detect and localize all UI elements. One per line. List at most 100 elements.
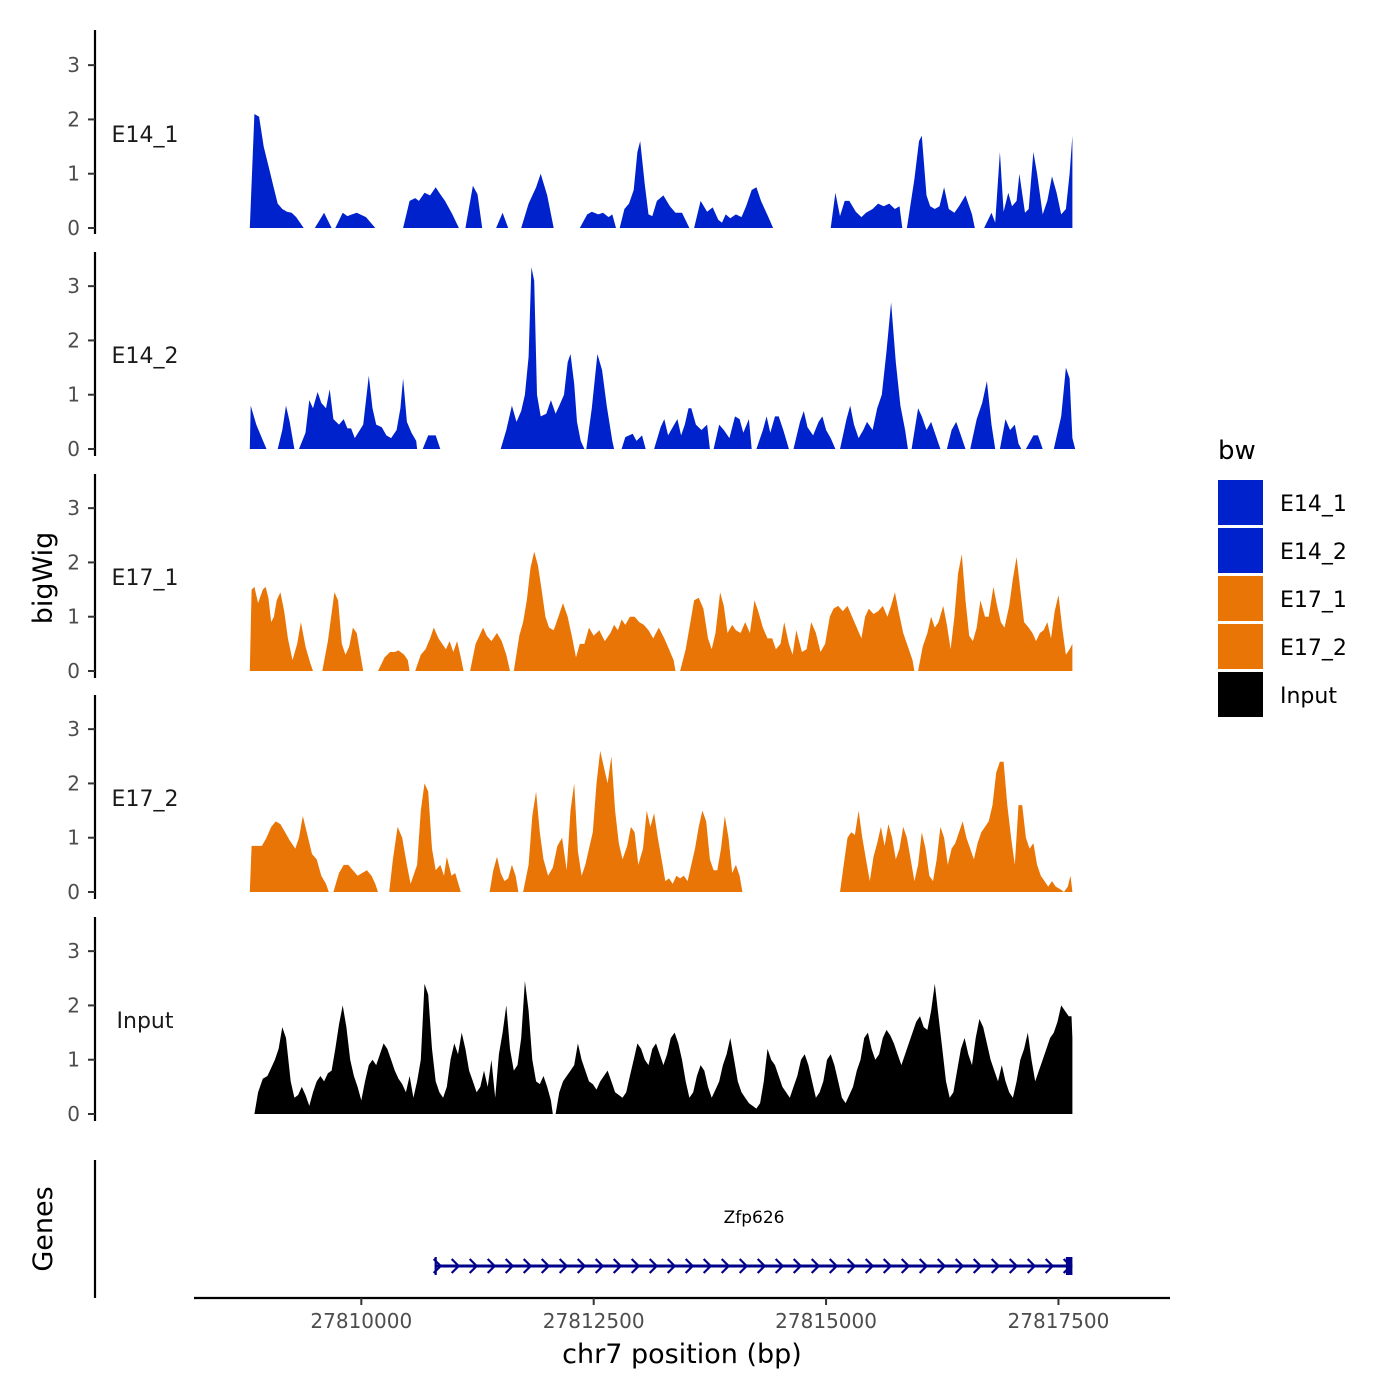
x-axis: 27810000 27812500 27815000 27817500 chr7 po…	[194, 1296, 1170, 1370]
y-tick-label: 1	[67, 826, 80, 850]
gene-strand-arrows	[432, 1257, 1073, 1275]
y-tick-label: 1	[67, 383, 80, 407]
strand-arrow	[774, 1258, 785, 1274]
strand-arrow	[630, 1258, 641, 1274]
legend: bw E14_1 E14_2 E17_1 E17_2 Input	[1218, 436, 1347, 717]
track-panel-input: 0 1 2 3 Input	[67, 917, 1073, 1126]
strand-arrow	[684, 1258, 695, 1274]
y-ticks: 0 1 2 3	[67, 939, 95, 1126]
y-tick-label: 1	[67, 605, 80, 629]
strand-arrow	[468, 1258, 479, 1274]
strand-arrow	[540, 1258, 551, 1274]
gene-exon	[1065, 1257, 1073, 1275]
x-tick-label: 27817500	[1008, 1309, 1110, 1333]
y-tick-label: 3	[67, 717, 80, 741]
strand-arrow	[1044, 1258, 1055, 1274]
legend-label: E14_2	[1280, 540, 1347, 565]
x-axis-title: chr7 position (bp)	[562, 1339, 802, 1370]
legend-entry-input: Input	[1218, 672, 1337, 717]
strand-arrow	[972, 1258, 983, 1274]
track-area-e14-2	[249, 267, 1076, 449]
y-ticks: 0 1 2 3	[67, 274, 95, 461]
y-tick-label: 2	[67, 771, 80, 795]
legend-title: bw	[1218, 436, 1256, 466]
legend-entry-e17-1: E17_1	[1218, 576, 1347, 621]
legend-label: E17_1	[1280, 588, 1347, 613]
y-tick-label: 3	[67, 939, 80, 963]
legend-key	[1218, 624, 1263, 669]
strand-arrow	[936, 1258, 947, 1274]
legend-label: E14_1	[1280, 492, 1347, 517]
y-tick-label: 0	[67, 216, 80, 240]
y-ticks: 0 1 2 3	[67, 496, 95, 683]
y-ticks: 0 1 2 3	[67, 717, 95, 904]
strand-arrow	[864, 1258, 875, 1274]
legend-key	[1218, 576, 1263, 621]
legend-entry-e14-2: E14_2	[1218, 528, 1347, 573]
y-tick-label: 1	[67, 162, 80, 186]
x-ticks: 27810000 27812500 27815000 27817500	[310, 1298, 1109, 1333]
track-label-e17-1: E17_1	[112, 566, 179, 591]
y-ticks: 0 1 2 3	[67, 53, 95, 240]
strand-arrow	[738, 1258, 749, 1274]
strand-arrow	[792, 1258, 803, 1274]
track-area-input	[254, 981, 1073, 1114]
legend-key	[1218, 480, 1263, 525]
strand-arrow	[846, 1258, 857, 1274]
strand-arrow	[954, 1258, 965, 1274]
y-tick-label: 0	[67, 659, 80, 683]
strand-arrow	[558, 1258, 569, 1274]
y-tick-label: 3	[67, 53, 80, 77]
strand-arrow	[666, 1258, 677, 1274]
y-tick-label: 3	[67, 496, 80, 520]
y-tick-label: 1	[67, 1048, 80, 1072]
x-tick-label: 27810000	[310, 1309, 412, 1333]
track-area-e14-1	[249, 114, 1073, 228]
x-tick-label: 27812500	[543, 1309, 645, 1333]
strand-arrow	[810, 1258, 821, 1274]
strand-arrow	[702, 1258, 713, 1274]
legend-label: Input	[1280, 684, 1337, 709]
track-panel-e17-2: 0 1 2 3 E17_2	[67, 695, 1073, 904]
y-tick-label: 2	[67, 993, 80, 1017]
gene-track: Genes Zfp626	[28, 1160, 1073, 1298]
x-tick-label: 27815000	[775, 1309, 877, 1333]
y-tick-label: 2	[67, 107, 80, 131]
strand-arrow	[612, 1258, 623, 1274]
strand-arrow	[594, 1258, 605, 1274]
track-panel-e14-2: 0 1 2 3 E14_2	[67, 252, 1076, 461]
y-tick-label: 0	[67, 1102, 80, 1126]
track-label-e14-2: E14_2	[112, 344, 179, 369]
gene-track-title: Genes	[28, 1186, 59, 1271]
gene-label: Zfp626	[724, 1208, 785, 1228]
strand-arrow	[450, 1258, 461, 1274]
strand-arrow	[1026, 1258, 1037, 1274]
legend-entry-e14-1: E14_1	[1218, 480, 1347, 525]
strand-arrow	[648, 1258, 659, 1274]
track-area-e17-2	[249, 750, 1073, 892]
y-tick-label: 2	[67, 550, 80, 574]
track-panel-e17-1: 0 1 2 3 E17_1	[67, 474, 1073, 683]
strand-arrow	[990, 1258, 1001, 1274]
legend-key	[1218, 528, 1263, 573]
track-label-e17-2: E17_2	[112, 787, 179, 812]
strand-arrow	[900, 1258, 911, 1274]
y-tick-label: 0	[67, 880, 80, 904]
strand-arrow	[918, 1258, 929, 1274]
strand-arrow	[882, 1258, 893, 1274]
legend-key	[1218, 672, 1263, 717]
strand-arrow	[522, 1258, 533, 1274]
legend-label: E17_2	[1280, 636, 1347, 661]
strand-arrow	[504, 1258, 515, 1274]
track-label-e14-1: E14_1	[112, 123, 179, 148]
strand-arrow	[828, 1258, 839, 1274]
strand-arrow	[756, 1258, 767, 1274]
strand-arrow	[720, 1258, 731, 1274]
y-tick-label: 2	[67, 328, 80, 352]
strand-arrow	[576, 1258, 587, 1274]
strand-arrow	[486, 1258, 497, 1274]
legend-entry-e17-2: E17_2	[1218, 624, 1347, 669]
track-area-e17-1	[249, 551, 1073, 671]
y-tick-label: 3	[67, 274, 80, 298]
